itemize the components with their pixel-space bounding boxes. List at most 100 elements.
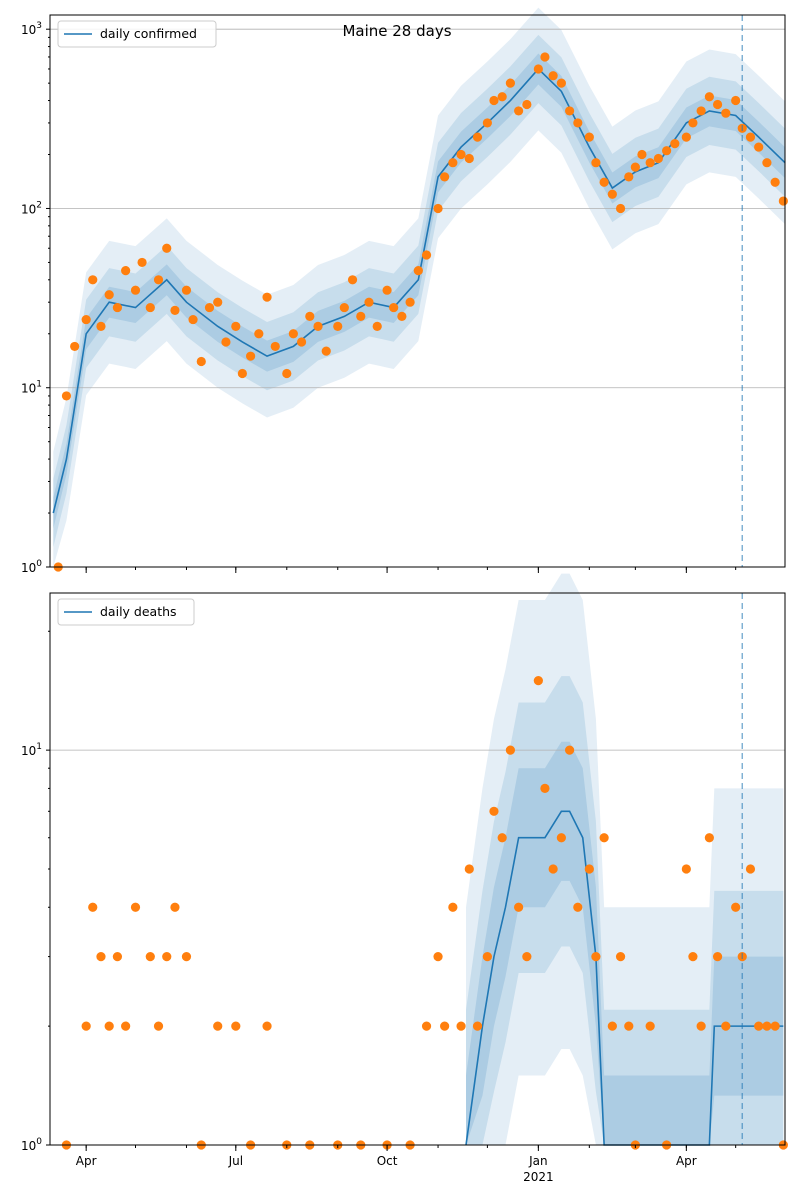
data-point	[472, 132, 483, 142]
data-point	[624, 172, 634, 182]
data-point	[770, 177, 780, 187]
data-point	[96, 321, 106, 331]
data-point	[213, 297, 223, 307]
data-point	[213, 1021, 223, 1031]
data-point	[81, 314, 91, 325]
confirmed-panel: 100 101 102 103 daily confirmed	[21, 7, 788, 575]
data-point	[464, 153, 474, 164]
x-tick-label: Jul	[228, 1154, 243, 1168]
data-point	[282, 368, 292, 379]
data-point	[615, 203, 626, 214]
data-point	[533, 676, 543, 686]
data-point	[721, 108, 731, 118]
data-point	[688, 952, 698, 962]
data-point	[548, 864, 558, 874]
data-point	[313, 321, 323, 331]
data-point	[584, 132, 594, 142]
data-point	[584, 864, 594, 874]
data-point	[721, 1021, 731, 1031]
data-point	[305, 311, 315, 321]
legend-box	[57, 598, 195, 626]
data-point	[421, 1021, 432, 1031]
data-point	[497, 833, 507, 843]
data-point	[382, 285, 392, 295]
data-point	[645, 1021, 655, 1031]
data-point	[591, 952, 601, 962]
data-point	[188, 314, 198, 325]
data-point	[489, 806, 499, 816]
x-tick-label: Jan	[528, 1154, 548, 1168]
data-point	[433, 952, 443, 962]
data-point	[270, 341, 280, 352]
data-point	[564, 745, 575, 755]
data-point	[397, 311, 407, 321]
data-point	[745, 132, 756, 142]
data-point	[653, 153, 663, 164]
data-point	[745, 864, 756, 874]
data-point	[413, 266, 423, 276]
data-point	[681, 132, 691, 142]
data-point	[440, 1021, 450, 1031]
y-tick-label: 102	[21, 200, 42, 216]
data-point	[505, 78, 516, 88]
x-tick-label: Oct	[377, 1154, 398, 1168]
data-point	[254, 329, 264, 339]
data-point	[696, 106, 706, 116]
data-point	[196, 356, 206, 367]
axes-frame	[49, 14, 786, 568]
data-point	[548, 71, 558, 81]
data-point	[389, 302, 399, 313]
data-point	[556, 78, 566, 88]
data-point	[662, 146, 672, 156]
data-point	[296, 337, 307, 347]
data-point	[339, 302, 349, 313]
data-point	[137, 257, 147, 268]
uncertainty-band	[466, 741, 784, 1145]
legend-label: daily deaths	[100, 604, 177, 619]
data-point	[204, 302, 215, 313]
data-point	[372, 321, 382, 331]
data-point	[104, 290, 114, 300]
data-point	[472, 1021, 483, 1031]
data-point	[61, 391, 72, 401]
data-point	[262, 292, 272, 302]
data-point	[96, 952, 106, 962]
data-point	[681, 864, 691, 874]
data-point	[533, 64, 543, 74]
data-point	[181, 952, 192, 962]
data-point	[522, 952, 532, 962]
legend: daily deaths	[57, 598, 195, 626]
data-point	[321, 346, 331, 356]
data-point	[482, 118, 492, 128]
data-point	[712, 952, 723, 962]
data-point	[246, 351, 256, 361]
data-point	[704, 92, 714, 102]
x-tick-label-year: 2021	[523, 1170, 554, 1184]
data-point	[505, 745, 516, 755]
data-point	[754, 1021, 764, 1031]
legend: daily confirmed	[57, 20, 217, 48]
legend-box	[57, 20, 217, 48]
data-point	[522, 99, 532, 110]
deaths-panel: 100 101 Apr Jul Oct Jan 2021 Apr daily deaths	[21, 573, 788, 1184]
data-point	[630, 162, 640, 172]
data-point	[433, 203, 443, 214]
y-tick-label: 100	[21, 1137, 42, 1153]
data-point	[112, 952, 123, 962]
uncertainty-band	[466, 573, 784, 1145]
data-point	[754, 142, 764, 152]
data-point	[607, 189, 617, 199]
data-point	[448, 902, 458, 912]
data-point	[170, 305, 180, 316]
data-point	[615, 952, 626, 962]
data-point	[731, 95, 741, 106]
data-point	[145, 952, 155, 962]
y-tick-label: 101	[21, 742, 42, 758]
data-point	[121, 1021, 131, 1031]
data-point	[731, 902, 741, 912]
data-point	[645, 158, 655, 168]
data-point	[181, 285, 192, 295]
x-tick-label: Apr	[76, 1154, 97, 1168]
data-point	[564, 106, 575, 116]
